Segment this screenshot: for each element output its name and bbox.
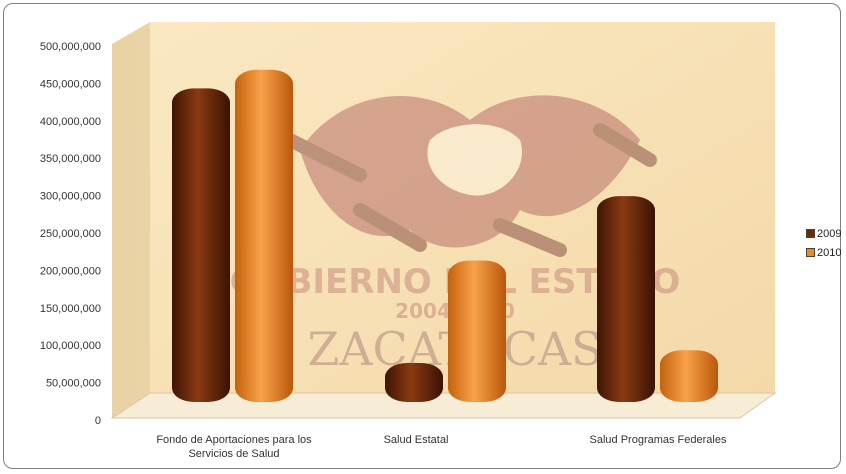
bar-2010-0 xyxy=(235,69,293,402)
legend-label-2010: 2010 xyxy=(817,246,842,259)
y-tick-label: 200,000,000 xyxy=(40,265,101,277)
y-tick-label: 250,000,000 xyxy=(40,228,101,240)
y-tick-label: 0 xyxy=(95,415,101,427)
legend-item-2010: 2010 xyxy=(806,243,841,262)
x-category-label: Fondo de Aportaciones para los Servicios … xyxy=(156,434,312,460)
y-tick-label: 400,000,000 xyxy=(40,116,101,128)
legend-label-2009: 2009 xyxy=(817,227,842,240)
legend: 2009 2010 xyxy=(806,224,841,262)
legend-swatch-2010 xyxy=(806,248,815,257)
bar-2010-1 xyxy=(448,260,506,402)
x-category-label: Salud Estatal xyxy=(383,434,449,446)
legend-swatch-2009 xyxy=(806,229,815,238)
emblem-watermark xyxy=(283,95,657,257)
bar-2009-2 xyxy=(597,196,655,402)
y-tick-label: 100,000,000 xyxy=(40,340,101,352)
bar-2009-1 xyxy=(385,362,443,402)
y-tick-label: 350,000,000 xyxy=(40,153,101,165)
y-tick-label: 150,000,000 xyxy=(40,303,101,315)
y-tick-label: 500,000,000 xyxy=(40,41,101,53)
bar-2010-2 xyxy=(660,350,718,402)
bar-2009-0 xyxy=(172,88,230,402)
legend-item-2009: 2009 xyxy=(806,224,841,243)
y-tick-label: 450,000,000 xyxy=(40,78,101,90)
y-tick-label: 300,000,000 xyxy=(40,191,101,203)
y-tick-label: 50,000,000 xyxy=(46,378,101,390)
x-category-label: Salud Programas Federales xyxy=(589,434,727,446)
